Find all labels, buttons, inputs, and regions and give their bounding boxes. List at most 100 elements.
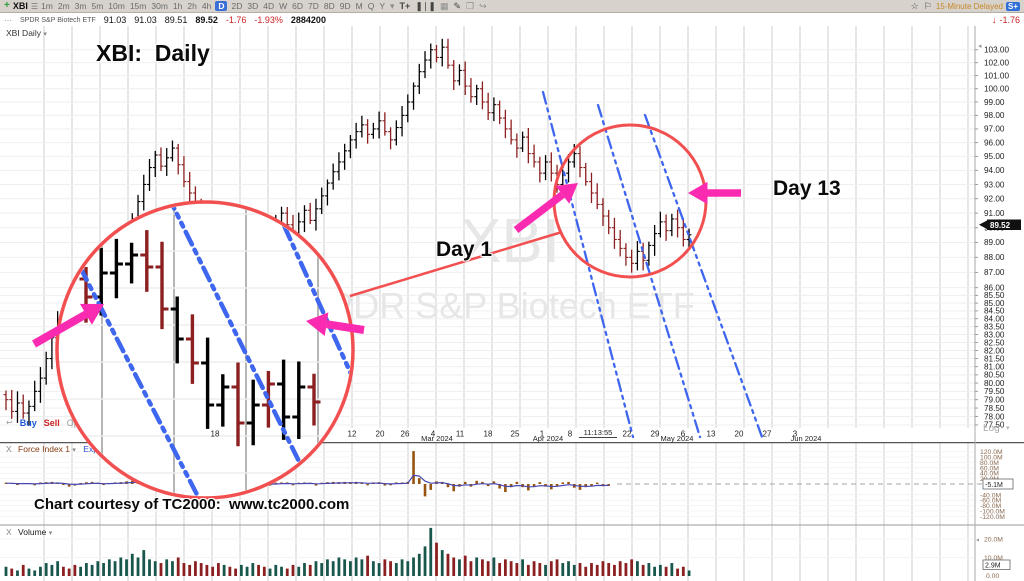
svg-text:83.50: 83.50 — [984, 322, 1005, 331]
svg-text:SPDR S&P Biotech ETF: SPDR S&P Biotech ETF — [305, 285, 694, 326]
svg-text:82.00: 82.00 — [984, 346, 1005, 355]
svg-text:81.50: 81.50 — [984, 354, 1005, 363]
timeframe-3D[interactable]: 3D — [247, 1, 259, 11]
bar-chart-icon[interactable]: ❚❘❚ — [415, 0, 436, 11]
flag-icon[interactable]: ⚐ — [923, 0, 932, 11]
timeframe-2D[interactable]: 2D — [231, 1, 243, 11]
force-index-bars — [4, 451, 611, 497]
text-tool-icon[interactable]: T+ — [399, 1, 411, 11]
timeframe-dropdown-icon[interactable]: ▾ — [390, 0, 395, 11]
timeframe-3m[interactable]: 3m — [74, 1, 87, 11]
down-arrow-icon: ↓ — [991, 15, 997, 25]
svg-text:78.50: 78.50 — [984, 404, 1005, 413]
svg-text:98.00: 98.00 — [984, 111, 1005, 120]
volume-close-button[interactable]: X — [6, 527, 12, 537]
list-menu-icon[interactable]: ☰ — [30, 1, 38, 11]
svg-text:77.50: 77.50 — [984, 421, 1005, 430]
trade-refresh-icon[interactable]: ↩ — [6, 418, 13, 427]
timeframe-4h[interactable]: 4h — [201, 1, 212, 11]
day13-annotation: Day 13 — [773, 177, 841, 200]
timeframe-7D[interactable]: 7D — [308, 1, 319, 11]
svg-text:▾: ▾ — [1006, 425, 1010, 432]
timeframe-6D[interactable]: 6D — [292, 1, 303, 11]
date-strip-bg — [0, 428, 1024, 443]
sell-button[interactable]: Sell — [43, 418, 60, 428]
svg-text:96.00: 96.00 — [984, 138, 1005, 147]
trade-buttons: ↩ Buy Sell Opt — [6, 418, 81, 428]
quote-high: 91.03 — [134, 15, 157, 25]
force-caret-icon[interactable]: ▾ — [72, 447, 76, 454]
price-axis: ◂ 103.00 102.00 101.00 100.00 99.00 98.00 97.00… — [975, 43, 1021, 434]
force-ema-line — [5, 474, 609, 488]
quote-name: SPDR S&P Biotech ETF — [20, 16, 96, 24]
draw-pencil-icon[interactable]: ✎ — [453, 0, 461, 11]
pages-icon[interactable]: ❐ — [466, 0, 475, 11]
timeframe-9D[interactable]: 9D — [339, 1, 351, 11]
timeframe-8D[interactable]: 8D — [323, 1, 335, 11]
svg-text:91.00: 91.00 — [984, 209, 1005, 218]
timeframe-Q[interactable]: Q — [367, 1, 375, 11]
chart-pane-caret-icon[interactable]: ▾ — [43, 31, 47, 38]
svg-text:93.00: 93.00 — [984, 180, 1005, 189]
chart-pane-header[interactable]: XBI Daily ▾ — [6, 28, 47, 38]
add-symbol-icon[interactable]: + — [4, 0, 10, 11]
timeframe-2h[interactable]: 2h — [187, 1, 197, 11]
timeframe-15m[interactable]: 15m — [129, 1, 147, 11]
svg-text:81.00: 81.00 — [984, 362, 1005, 371]
opt-button[interactable]: Opt — [66, 418, 82, 428]
timeframe-D[interactable]: D — [215, 1, 228, 11]
svg-text:120.0M: 120.0M — [980, 449, 1003, 456]
svg-text:Log: Log — [983, 423, 1000, 434]
quote-open: 91.03 — [103, 15, 127, 25]
volume-caret-icon[interactable]: ▾ — [48, 530, 53, 537]
svg-text:83.00: 83.00 — [984, 330, 1005, 339]
timeframe-5m[interactable]: 5m — [91, 1, 104, 11]
timeframe-2m[interactable]: 2m — [57, 1, 70, 11]
timeframe-1m[interactable]: 1m — [41, 1, 53, 11]
chart-title-annotation: XBI: Daily — [96, 40, 210, 66]
svg-text:40.0M: 40.0M — [980, 471, 999, 478]
force-index-header: X Force Index 1 ▾ Exp M — [6, 444, 107, 454]
svg-text:79.00: 79.00 — [984, 395, 1005, 404]
svg-text:100.0M: 100.0M — [980, 455, 1003, 462]
force-title[interactable]: Force Index 1 — [18, 444, 71, 454]
force-axis: 120.0M100.0M80.0M60.0M40.0M20.0M-40.0M-6… — [980, 449, 1014, 521]
timeframe-1h[interactable]: 1h — [172, 1, 183, 11]
timeframe-4D[interactable]: 4D — [263, 1, 275, 11]
grid-layout-icon[interactable]: ▦ — [439, 0, 449, 11]
svg-text:88.00: 88.00 — [984, 253, 1005, 262]
chart-pane-title: XBI Daily — [6, 28, 41, 38]
force-close-button[interactable]: X — [6, 444, 12, 454]
svg-text:89.00: 89.00 — [984, 238, 1005, 247]
buy-button[interactable]: Buy — [19, 418, 37, 428]
quote-last: 89.52 — [195, 15, 218, 25]
timeframe-M[interactable]: M — [355, 1, 363, 11]
svg-text:80.00: 80.00 — [984, 379, 1005, 388]
svg-text:84.50: 84.50 — [984, 307, 1005, 316]
favorite-star-icon[interactable]: ☆ — [910, 0, 919, 11]
timeframe-W[interactable]: W — [279, 1, 288, 11]
quote-menu-icon[interactable]: ⋯ — [4, 15, 12, 25]
svg-text:89.52: 89.52 — [990, 221, 1011, 230]
timeframe-10m[interactable]: 10m — [108, 1, 125, 11]
svg-text:101.00: 101.00 — [984, 71, 1009, 80]
timeframe-Y[interactable]: Y — [379, 1, 386, 11]
svg-text:82.50: 82.50 — [984, 338, 1005, 347]
svg-text:85.00: 85.00 — [984, 299, 1005, 308]
top-toolbar: + XBI ☰ 1m 2m 3m 5m 10m 15m 30m 1h 2h 4h D 2D 3D 4D W 6… — [0, 0, 1024, 13]
splus-badge[interactable]: S+ — [1005, 1, 1020, 11]
force-ema-label[interactable]: Exp M — [83, 444, 108, 454]
svg-text:87.00: 87.00 — [984, 268, 1005, 277]
svg-text:10.0M: 10.0M — [984, 555, 1003, 562]
svg-text:103.00: 103.00 — [984, 46, 1009, 55]
volume-title[interactable]: Volume — [18, 527, 47, 537]
volume-axis: ◂ 20.0M 10.0M2.9M 0.00 — [976, 537, 1011, 580]
quote-change: -1.76 — [225, 15, 247, 25]
timeframe-30m[interactable]: 30m — [151, 1, 168, 11]
share-icon[interactable]: ↪ — [479, 0, 487, 11]
svg-text:95.00: 95.00 — [984, 152, 1005, 161]
day1-annotation: Day 1 — [436, 238, 493, 261]
symbol-label[interactable]: XBI — [12, 1, 28, 11]
